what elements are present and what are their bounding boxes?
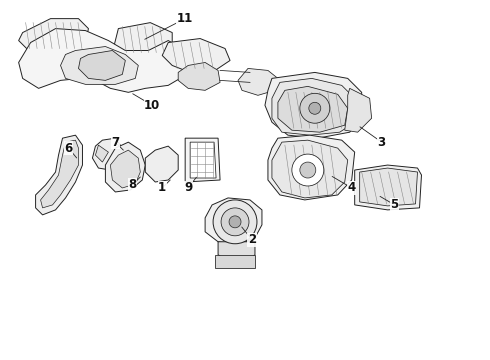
Polygon shape [218,242,255,262]
Polygon shape [265,72,362,138]
Polygon shape [215,255,255,268]
Polygon shape [190,142,216,178]
Circle shape [292,154,324,186]
Polygon shape [278,86,348,132]
Polygon shape [272,78,355,135]
Polygon shape [61,46,138,84]
Polygon shape [114,23,172,57]
Polygon shape [178,62,220,90]
Text: 6: 6 [64,141,73,155]
Polygon shape [78,50,125,80]
Polygon shape [93,138,122,170]
Circle shape [300,162,316,178]
Text: 1: 1 [158,181,166,194]
Polygon shape [355,165,421,210]
Text: 5: 5 [391,198,399,211]
Circle shape [300,93,330,123]
Circle shape [221,208,249,236]
Text: 4: 4 [347,181,356,194]
Polygon shape [96,145,108,162]
Text: 9: 9 [184,181,192,194]
Polygon shape [110,150,140,188]
Polygon shape [185,138,220,182]
Polygon shape [41,140,78,208]
Polygon shape [145,146,178,182]
Polygon shape [268,135,355,200]
Text: 8: 8 [128,179,136,192]
Text: 3: 3 [378,136,386,149]
Polygon shape [360,168,417,206]
Polygon shape [162,39,230,72]
Polygon shape [205,198,262,245]
Circle shape [229,216,241,228]
Text: 7: 7 [111,136,120,149]
Polygon shape [105,142,145,192]
Polygon shape [19,19,89,53]
Polygon shape [238,68,278,95]
Polygon shape [345,88,371,132]
Polygon shape [36,135,82,215]
Polygon shape [19,28,190,92]
Text: 2: 2 [248,233,256,246]
Circle shape [213,200,257,244]
Circle shape [309,102,321,114]
Text: 10: 10 [144,99,160,112]
Polygon shape [272,140,348,198]
Text: 11: 11 [177,12,193,25]
